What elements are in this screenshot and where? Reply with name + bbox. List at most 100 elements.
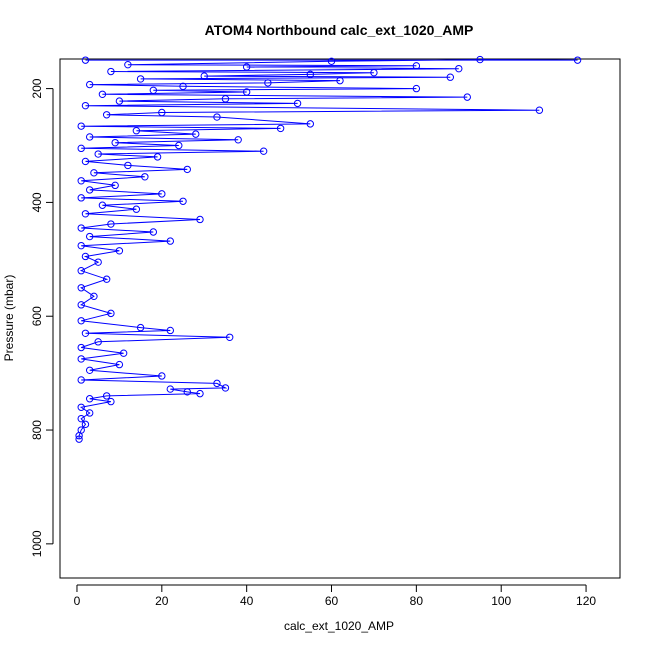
data-point [77, 355, 85, 363]
data-point [77, 177, 85, 185]
data-point [81, 56, 90, 64]
data-point [77, 122, 85, 130]
data-point [446, 73, 455, 81]
data-point [242, 88, 251, 96]
data-point [77, 343, 85, 352]
data-point [85, 409, 94, 417]
data-point [115, 97, 124, 105]
series-layer [75, 55, 582, 443]
data-point [179, 82, 187, 91]
data-point [183, 388, 191, 396]
x-tick-label: 40 [240, 594, 254, 608]
data-point [94, 150, 102, 158]
data-point [85, 366, 94, 374]
data-point [196, 215, 204, 224]
data-point [85, 133, 94, 141]
data-point [149, 228, 158, 236]
x-tick-label: 80 [410, 594, 424, 608]
data-point [327, 57, 336, 65]
data-point [293, 99, 302, 108]
data-point [463, 93, 471, 101]
data-point [111, 138, 119, 147]
chart-title: ATOM4 Northbound calc_ext_1020_AMP [205, 22, 474, 38]
data-point [535, 106, 544, 114]
data-point [77, 241, 85, 250]
y-tick-label: 1000 [30, 530, 44, 557]
y-tick-label: 400 [30, 192, 44, 212]
data-point [153, 153, 162, 161]
data-point [183, 165, 191, 174]
data-point [102, 392, 111, 400]
data-point [221, 384, 230, 392]
data-point [85, 80, 94, 89]
x-tick-label: 0 [74, 594, 81, 608]
data-point [77, 376, 85, 384]
data-point [476, 55, 484, 64]
x-axis-label: calc_ext_1020_AMP [284, 619, 394, 633]
data-point [306, 70, 315, 79]
data-point [90, 292, 98, 301]
data-point [124, 60, 132, 69]
data-point [81, 101, 90, 110]
y-axis-label: Pressure (mbar) [2, 275, 16, 362]
data-point [149, 86, 158, 94]
data-point [336, 76, 344, 85]
data-point [81, 252, 90, 261]
data-point [573, 56, 582, 64]
data-point [158, 372, 166, 380]
data-point [119, 349, 128, 357]
data-point [259, 147, 268, 155]
data-point [85, 232, 94, 241]
y-axis: 200 400 600 800 1000 [30, 78, 54, 557]
data-point [200, 72, 208, 80]
series-line [78, 59, 578, 440]
data-point [221, 95, 230, 103]
data-point [158, 190, 166, 198]
plot-frame [59, 58, 621, 579]
data-point [166, 326, 175, 335]
data-point [77, 144, 85, 153]
data-point [81, 210, 90, 218]
data-point [132, 205, 141, 213]
x-axis: 0 20 40 60 80 100 120 [74, 584, 596, 608]
data-point [136, 75, 145, 83]
x-tick-label: 100 [491, 594, 511, 608]
data-point [77, 403, 85, 411]
data-point [81, 420, 90, 429]
data-point [107, 397, 115, 406]
data-point [196, 389, 204, 398]
data-point [75, 435, 83, 443]
data-point [107, 220, 115, 228]
x-tick-label: 20 [155, 594, 169, 608]
data-point [370, 68, 378, 77]
data-point [213, 113, 221, 121]
y-tick-label: 200 [30, 78, 44, 98]
data-point [77, 266, 85, 275]
data-point [94, 258, 102, 266]
data-point [102, 111, 111, 119]
data-point [111, 181, 119, 190]
data-point [166, 385, 175, 393]
data-point [242, 63, 251, 71]
data-point [85, 186, 94, 194]
x-tick-label: 120 [576, 594, 596, 608]
data-point [107, 309, 115, 318]
data-point [141, 173, 149, 181]
data-point [264, 79, 272, 87]
data-point [136, 323, 145, 332]
data-point [158, 108, 166, 117]
data-point [102, 275, 111, 283]
data-point [107, 67, 115, 76]
data-point [75, 432, 83, 440]
data-point [98, 90, 107, 98]
data-point [455, 64, 463, 73]
data-point [77, 224, 85, 232]
data-point [98, 201, 107, 209]
y-tick-label: 800 [30, 420, 44, 440]
data-point [412, 84, 421, 93]
data-point [213, 379, 221, 388]
data-point [115, 360, 124, 369]
data-point [81, 329, 90, 337]
y-tick-label: 600 [30, 306, 44, 326]
